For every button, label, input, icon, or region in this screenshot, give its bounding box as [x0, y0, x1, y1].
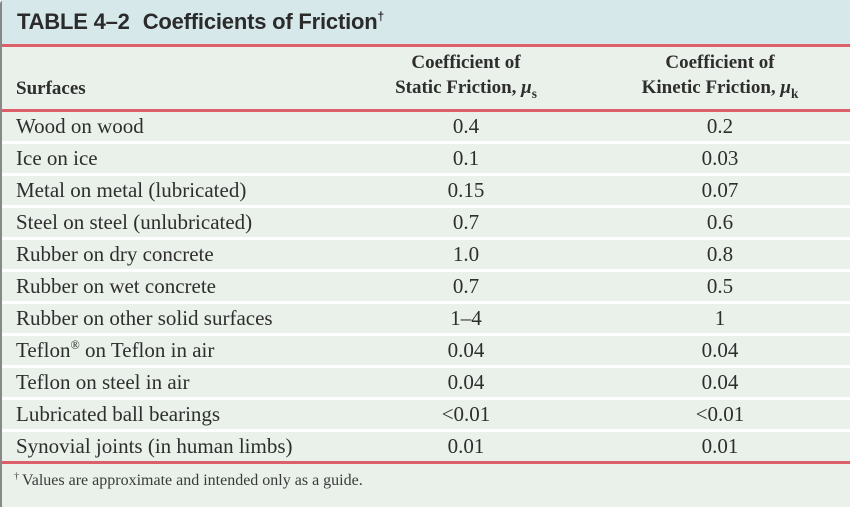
static-value: 0.7: [452, 274, 480, 298]
column-header-kinetic: Coefficient of Kinetic Friction, μk: [590, 51, 850, 102]
table-row: Metal on metal (lubricated) 0.15 0.07: [2, 176, 850, 205]
kinetic-value: <0.01: [695, 402, 745, 426]
column-header-static: Coefficient of Static Friction, μs: [342, 51, 590, 102]
kinetic-value: 0.07: [701, 178, 739, 202]
surface-cell: Synovial joints (in human limbs): [16, 434, 293, 458]
table-row: Teflon on steel in air 0.04 0.04: [2, 368, 850, 397]
mu-symbol: μ: [780, 76, 791, 98]
red-rule-header: [2, 109, 850, 112]
kinetic-value: 1: [714, 306, 726, 330]
table-row: Rubber on dry concrete 1.0 0.8: [2, 240, 850, 269]
surface-cell: Lubricated ball bearings: [16, 402, 221, 426]
mu-subscript-k: k: [790, 85, 799, 101]
surface-cell: Rubber on wet concrete: [16, 274, 217, 298]
static-value: 0.04: [447, 370, 485, 394]
static-value: <0.01: [441, 402, 491, 426]
table-row: Rubber on wet concrete 0.7 0.5: [2, 272, 850, 301]
static-value: 0.7: [452, 210, 480, 234]
dagger-mark: †: [14, 470, 19, 482]
kinetic-header-line2: Kinetic Friction, μk: [641, 76, 799, 101]
surface-cell: Steel on steel (unlubricated): [16, 210, 253, 234]
surface-cell: Metal on metal (lubricated): [16, 178, 247, 202]
static-value: 1–4: [450, 306, 482, 330]
kinetic-value: 0.03: [701, 146, 739, 170]
static-value: 0.01: [447, 434, 485, 458]
surface-cell: Teflon® on Teflon in air: [16, 338, 215, 362]
red-rule-bottom: [2, 461, 850, 464]
kinetic-value: 0.04: [701, 370, 739, 394]
surface-cell: Teflon on steel in air: [16, 370, 190, 394]
table-row: Teflon® on Teflon in air 0.04 0.04: [2, 336, 850, 365]
table-row: Rubber on other solid surfaces 1–4 1: [2, 304, 850, 333]
static-value: 0.15: [447, 178, 485, 202]
column-header-row: Surfaces Coefficient of Static Friction,…: [2, 47, 850, 109]
table-number: TABLE 4–2: [17, 9, 130, 34]
kinetic-value: 0.5: [706, 274, 734, 298]
table-body: Wood on wood 0.4 0.2 Ice on ice 0.1 0.03…: [2, 112, 850, 461]
column-header-surfaces: Surfaces: [16, 78, 86, 100]
surface-cell: Ice on ice: [16, 146, 98, 170]
kinetic-value: 0.8: [706, 242, 734, 266]
registered-trademark-mark: ®: [70, 338, 80, 352]
static-value: 0.4: [452, 114, 480, 138]
kinetic-value: 0.04: [701, 338, 739, 362]
kinetic-header-line1: Coefficient of: [665, 52, 775, 74]
static-header-line2: Static Friction, μs: [395, 76, 537, 101]
table-title: Coefficients of Friction†: [143, 9, 384, 35]
table-row: Wood on wood 0.4 0.2: [2, 112, 850, 141]
footnote-text: Values are approximate and intended only…: [21, 472, 363, 489]
table-row: Synovial joints (in human limbs) 0.01 0.…: [2, 432, 850, 461]
surface-cell: Rubber on dry concrete: [16, 242, 214, 266]
mu-symbol: μ: [521, 76, 532, 98]
table-row: Lubricated ball bearings <0.01 <0.01: [2, 400, 850, 429]
static-header-line1: Coefficient of: [411, 52, 521, 74]
mu-subscript-s: s: [531, 85, 537, 101]
static-value: 0.1: [452, 146, 480, 170]
kinetic-value: 0.01: [701, 434, 739, 458]
surface-cell: Rubber on other solid surfaces: [16, 306, 273, 330]
table-title-bar: TABLE 4–2 Coefficients of Friction†: [2, 0, 850, 44]
table-row: Ice on ice 0.1 0.03: [2, 144, 850, 173]
red-rule-top: [2, 44, 850, 47]
surface-cell: Wood on wood: [16, 114, 144, 138]
static-value: 0.04: [447, 338, 485, 362]
table-footnote: † Values are approximate and intended onl…: [2, 464, 850, 507]
kinetic-value: 0.6: [706, 210, 734, 234]
table-title-text: Coefficients of Friction: [142, 9, 378, 34]
dagger-mark: †: [377, 9, 384, 24]
kinetic-value: 0.2: [706, 114, 734, 138]
table-row: Steel on steel (unlubricated) 0.7 0.6: [2, 208, 850, 237]
static-value: 1.0: [452, 242, 480, 266]
